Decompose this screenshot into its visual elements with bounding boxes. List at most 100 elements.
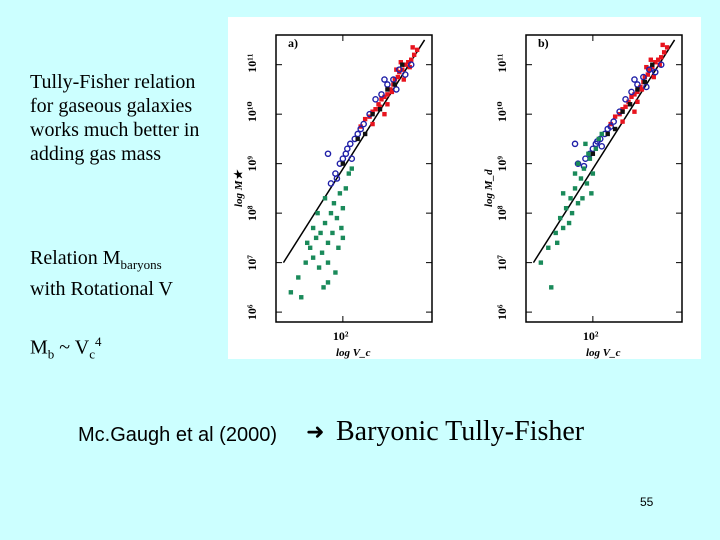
data-point bbox=[584, 181, 590, 186]
data-point bbox=[656, 57, 661, 62]
panel-label: b) bbox=[538, 36, 549, 50]
data-point bbox=[560, 225, 566, 231]
data-point bbox=[322, 220, 328, 226]
data-point bbox=[581, 166, 587, 171]
data-point bbox=[373, 107, 378, 112]
intro-line: adding gas mass bbox=[30, 143, 162, 165]
data-point bbox=[640, 73, 647, 81]
fit-line bbox=[532, 39, 676, 264]
data-point bbox=[598, 143, 606, 150]
data-point bbox=[549, 285, 554, 290]
data-point bbox=[623, 104, 628, 109]
data-point bbox=[639, 87, 645, 92]
formula-m: M bbox=[30, 336, 48, 359]
data-point bbox=[646, 66, 653, 73]
data-point bbox=[395, 74, 401, 80]
data-point bbox=[343, 186, 349, 191]
data-point bbox=[296, 275, 301, 280]
data-point bbox=[622, 96, 629, 103]
data-point bbox=[626, 99, 631, 105]
plot-frame bbox=[275, 34, 433, 323]
plot-frame bbox=[525, 34, 683, 323]
y-tick-label: 10⁷ bbox=[245, 255, 259, 271]
data-point bbox=[660, 42, 665, 48]
page-number: 55 bbox=[640, 495, 654, 509]
y-tick-label: 10⁷ bbox=[495, 255, 509, 271]
data-point bbox=[316, 265, 322, 270]
data-point bbox=[631, 76, 638, 83]
y-tick-label: 10⁸ bbox=[245, 205, 259, 221]
data-point bbox=[635, 87, 640, 92]
data-point bbox=[409, 57, 414, 62]
data-point bbox=[607, 123, 614, 130]
data-point bbox=[400, 62, 405, 67]
data-point bbox=[354, 130, 362, 138]
data-point bbox=[355, 136, 360, 142]
formula-mid: ~ V bbox=[54, 336, 90, 359]
data-point bbox=[569, 210, 575, 216]
formula: Mb ~ Vc4 bbox=[30, 330, 101, 367]
data-point bbox=[340, 205, 346, 211]
data-point bbox=[574, 160, 582, 167]
data-point bbox=[376, 102, 381, 107]
data-point bbox=[346, 140, 354, 148]
data-point bbox=[360, 120, 367, 128]
y-tick-label: 10¹⁰ bbox=[245, 101, 259, 122]
data-point bbox=[403, 62, 408, 67]
data-point bbox=[392, 82, 398, 87]
data-point bbox=[377, 104, 383, 109]
data-point bbox=[651, 68, 659, 76]
data-point bbox=[645, 72, 651, 77]
data-point bbox=[378, 91, 385, 98]
arrow-icon: ➜ bbox=[306, 420, 325, 445]
data-point bbox=[635, 99, 640, 105]
data-point bbox=[377, 107, 383, 112]
data-point bbox=[620, 119, 625, 124]
data-point bbox=[310, 225, 316, 231]
data-point bbox=[382, 111, 387, 117]
data-point bbox=[319, 250, 325, 255]
y-tick-label: 10¹¹ bbox=[245, 53, 259, 73]
data-point bbox=[307, 245, 313, 250]
data-point bbox=[590, 151, 596, 156]
data-point bbox=[647, 67, 652, 72]
data-point bbox=[328, 210, 334, 216]
data-point bbox=[610, 118, 617, 125]
data-point bbox=[664, 45, 670, 50]
relation-prefix: Relation M bbox=[30, 247, 121, 269]
data-point bbox=[357, 125, 364, 133]
data-point bbox=[340, 235, 346, 241]
data-point bbox=[593, 146, 599, 152]
data-point bbox=[538, 260, 544, 265]
data-point bbox=[586, 151, 591, 156]
data-point bbox=[303, 260, 308, 265]
data-point bbox=[385, 87, 390, 92]
data-point bbox=[392, 77, 398, 82]
y-tick-label: 10⁹ bbox=[245, 156, 259, 172]
relation-text: Relation Mbaryons with Rotational V bbox=[30, 246, 235, 301]
data-point bbox=[596, 136, 601, 142]
data-point bbox=[627, 102, 633, 107]
data-point bbox=[401, 71, 409, 78]
data-point bbox=[599, 131, 604, 137]
data-point bbox=[362, 131, 368, 137]
data-point bbox=[568, 196, 573, 201]
relation-line-2: with Rotational V bbox=[30, 278, 173, 300]
data-point bbox=[587, 156, 593, 161]
data-point bbox=[644, 64, 649, 70]
data-point bbox=[650, 64, 655, 70]
reference: Mc.Gaugh et al (2000) bbox=[78, 424, 277, 446]
data-point bbox=[390, 76, 397, 83]
data-point bbox=[589, 191, 594, 196]
data-point bbox=[563, 205, 569, 211]
data-point bbox=[659, 55, 664, 60]
fit-line bbox=[282, 39, 426, 264]
data-point bbox=[411, 52, 417, 57]
data-point bbox=[370, 109, 375, 114]
data-point bbox=[398, 60, 403, 65]
data-point bbox=[325, 260, 331, 265]
data-point bbox=[406, 60, 411, 65]
data-point bbox=[315, 210, 320, 216]
data-point bbox=[370, 111, 375, 117]
intro-text: Tully-Fisher relation for gaseous galaxi… bbox=[30, 70, 235, 166]
